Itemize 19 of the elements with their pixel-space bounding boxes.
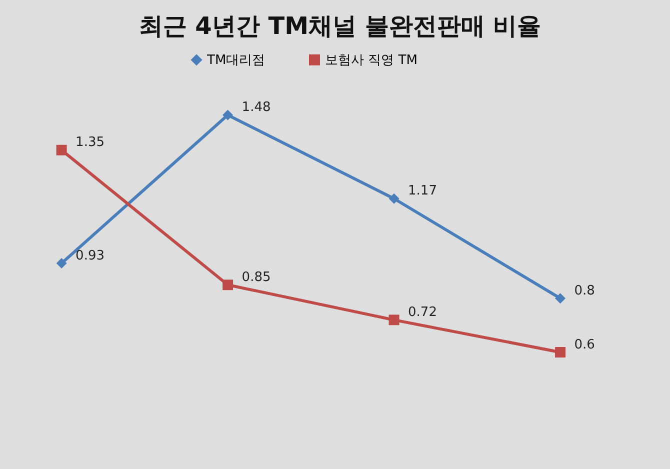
point (222, 280, 234, 290)
data-label: 1.35 (76, 135, 105, 150)
point (388, 193, 400, 204)
legend-label: TM대리점 (206, 52, 266, 68)
data-label: 0.85 (242, 270, 271, 285)
data-label: 0.93 (76, 248, 105, 264)
point (555, 293, 566, 304)
point (388, 314, 400, 326)
point (222, 110, 234, 120)
data-label: 0.8 (574, 283, 595, 298)
data-label: 0.6 (574, 337, 595, 352)
legend-label: 보험사 직영 TM (325, 52, 418, 68)
data-label: 0.72 (408, 304, 437, 320)
data-label: 1.17 (408, 184, 437, 199)
point (555, 347, 566, 358)
chart-title: 최근 4년간 TM채널 불완전판매 비율 (138, 12, 542, 40)
point (56, 144, 67, 156)
point (56, 258, 67, 269)
data-label: 1.48 (242, 100, 271, 116)
